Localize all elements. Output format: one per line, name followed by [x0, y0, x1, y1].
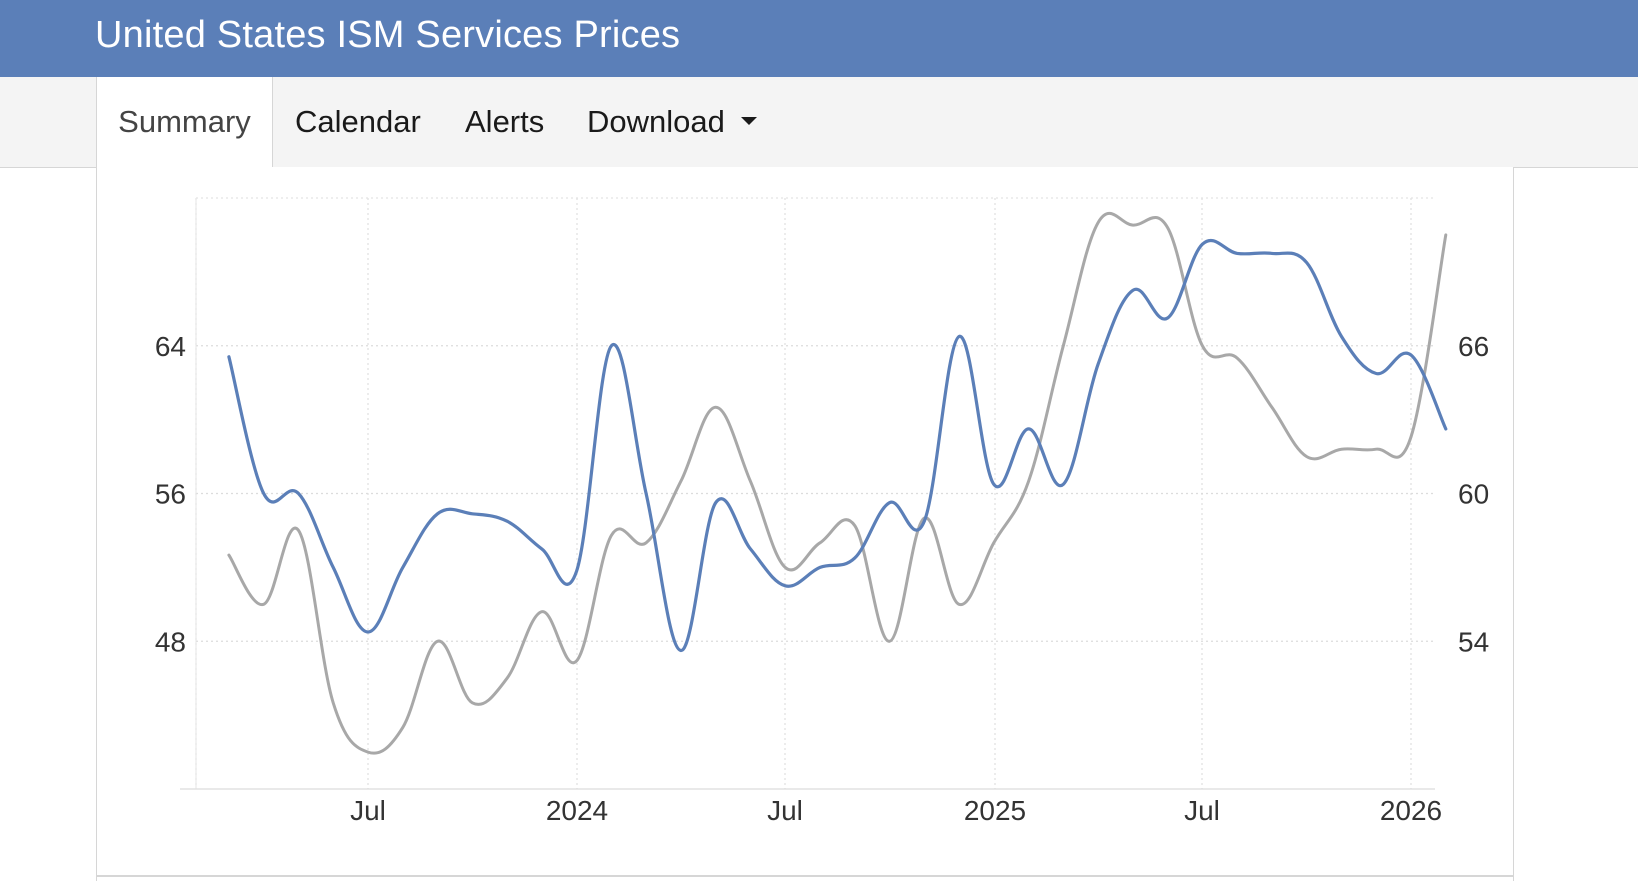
x-tick-label: 2024: [546, 795, 608, 826]
chevron-down-icon: [740, 116, 757, 125]
x-tick-label: Jul: [350, 795, 386, 826]
series-line-left-axis: [227, 238, 1448, 653]
page-header: United States ISM Services Prices: [0, 0, 1638, 77]
x-tick-label: Jul: [1184, 795, 1220, 826]
x-tick-label: 2026: [1380, 795, 1442, 826]
y-right-tick-label: 60: [1458, 479, 1489, 510]
tab-summary-label: Summary: [118, 104, 251, 139]
tab-download-label: Download: [587, 104, 725, 139]
y-right-tick-label: 66: [1458, 331, 1489, 362]
y-left-tick-label: 48: [155, 626, 186, 657]
tab-calendar[interactable]: Calendar: [295, 77, 421, 167]
page-title: United States ISM Services Prices: [95, 14, 681, 56]
y-left-tick-label: 56: [155, 479, 186, 510]
tab-calendar-label: Calendar: [295, 104, 421, 139]
chart-panel: [96, 167, 1514, 881]
y-left-tick-label: 64: [155, 331, 186, 362]
series-line-right-axis: [227, 212, 1448, 755]
tab-bar: Summary Calendar Alerts Download: [0, 77, 1638, 168]
x-tick-label: 2025: [964, 795, 1026, 826]
tab-alerts[interactable]: Alerts: [465, 77, 544, 167]
panel-bottom-border: [96, 875, 1514, 883]
tab-download[interactable]: Download: [587, 77, 757, 167]
y-right-tick-label: 54: [1458, 626, 1489, 657]
tab-alerts-label: Alerts: [465, 104, 545, 139]
tab-summary[interactable]: Summary: [96, 77, 273, 168]
x-tick-label: Jul: [767, 795, 803, 826]
